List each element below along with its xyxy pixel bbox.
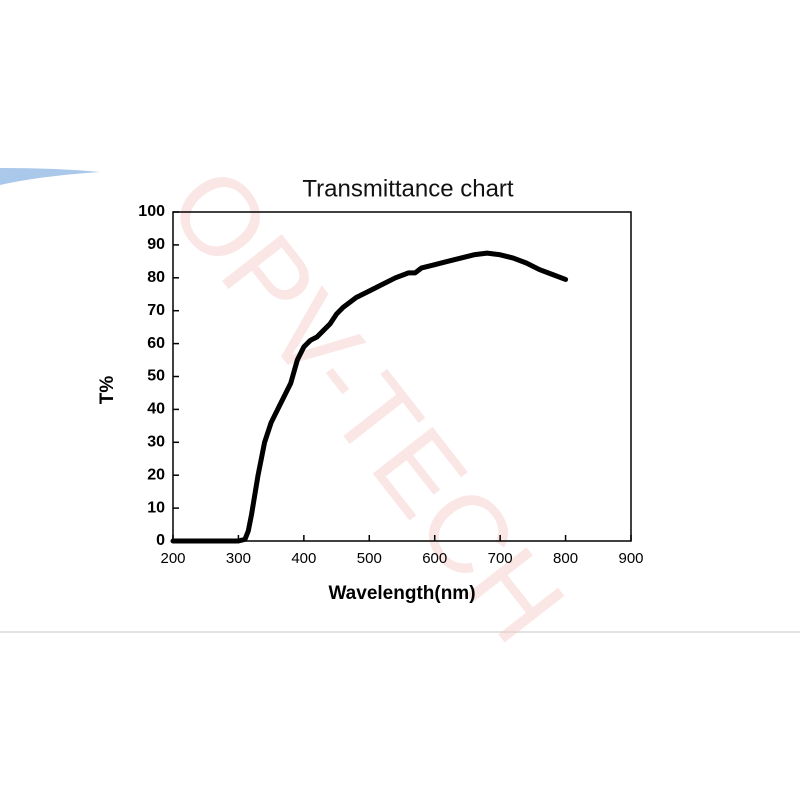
x-tick-label: 700 — [488, 550, 513, 567]
y-tick-label: 80 — [147, 269, 165, 286]
x-tick-label: 600 — [422, 550, 447, 567]
y-tick-label: 0 — [156, 532, 165, 549]
y-tick-label: 30 — [147, 434, 165, 451]
x-tick-label: 900 — [618, 550, 643, 567]
x-tick-label: 400 — [291, 550, 316, 567]
y-tick-label: 100 — [138, 203, 165, 220]
x-tick-label: 200 — [160, 550, 185, 567]
x-tick-label: 500 — [357, 550, 382, 567]
data-line — [170, 250, 569, 544]
decor-swoosh — [0, 168, 100, 185]
y-tick-label: 70 — [147, 302, 165, 319]
y-tick-label: 60 — [147, 335, 165, 352]
y-tick-label: 50 — [147, 368, 165, 385]
y-axis-label: T% — [97, 376, 118, 405]
x-tick-label: 300 — [226, 550, 251, 567]
chart-title: Transmittance chart — [302, 175, 514, 202]
y-tick-label: 10 — [147, 499, 165, 516]
y-tick-label: 90 — [147, 236, 165, 253]
x-axis-label: Wavelength(nm) — [328, 583, 475, 604]
y-tick-label: 20 — [147, 466, 165, 483]
x-tick-label: 800 — [553, 550, 578, 567]
y-tick-label: 40 — [147, 401, 165, 418]
